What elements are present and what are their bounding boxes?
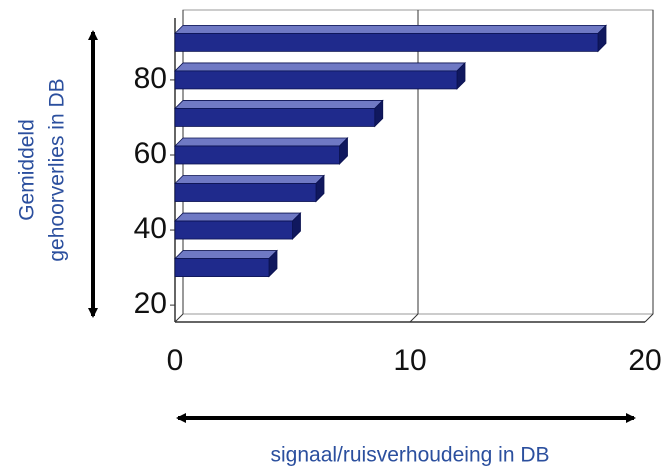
y-tick-label: 40 [134,212,167,245]
bar [174,212,302,241]
x-tick-label: 20 [628,344,661,377]
y-tick-label: 20 [134,287,167,320]
y-axis-title: Gemiddeld [16,119,39,221]
bar [174,249,278,278]
bar [174,61,466,90]
bar [174,24,607,53]
x-axis-title: signaal/ruisverhoudeing in DB [271,444,550,467]
y-tick-label: 60 [134,137,167,170]
x-tick [644,313,654,323]
bar [174,174,325,203]
bar [174,99,384,128]
x-tick-label: 0 [167,344,184,377]
x-tick-label: 10 [393,344,426,377]
x-tick [409,313,419,323]
y-axis-title: gehoorverlies in DB [46,78,69,261]
bar [174,137,349,165]
x-tick [174,313,184,323]
y-tick-label: 80 [134,62,167,95]
